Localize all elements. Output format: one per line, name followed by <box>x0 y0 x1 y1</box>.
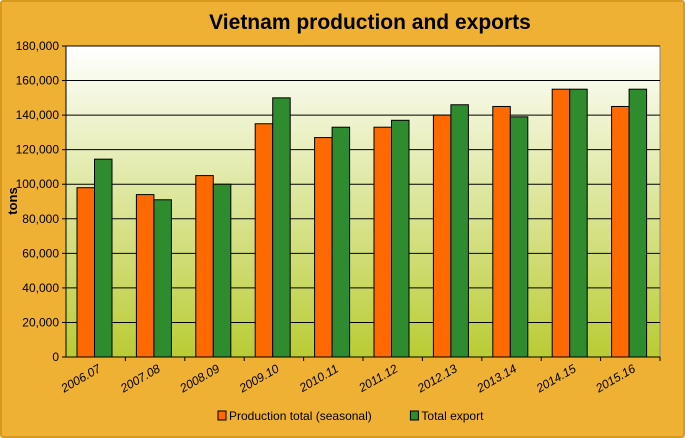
y-tick-label: 60,000 <box>22 246 59 260</box>
legend: Production total (seasonal) Total export <box>217 409 484 423</box>
x-tick-label: 2009.10 <box>236 361 282 395</box>
y-tick-label: 80,000 <box>22 212 59 226</box>
bar-export <box>391 119 410 358</box>
y-tick-label: 180,000 <box>16 39 60 53</box>
x-tick-label: 2006.07 <box>58 361 105 396</box>
legend-swatch <box>217 410 227 421</box>
bar-production <box>195 175 214 358</box>
y-tick-label: 40,000 <box>22 281 59 295</box>
bar-production <box>314 137 333 358</box>
x-tick-label: 2013.14 <box>474 361 520 395</box>
bar-production <box>492 105 511 358</box>
bar-export <box>272 97 291 358</box>
legend-swatch <box>409 410 419 421</box>
bar-export <box>569 88 588 358</box>
x-tick-label: 2015.16 <box>592 361 638 395</box>
bar-production <box>611 105 630 358</box>
bar-export <box>212 183 232 358</box>
x-tick-label: 2011.12 <box>356 361 401 395</box>
x-tick-label: 2007.08 <box>117 361 163 395</box>
legend-label: Production total (seasonal) <box>229 409 372 423</box>
bar-production <box>76 187 95 358</box>
legend-label: Total export <box>421 409 484 423</box>
bar-export <box>628 88 648 358</box>
bar-export <box>509 116 529 358</box>
y-tick-label: 100,000 <box>16 177 60 191</box>
chart-title: Vietnam production and exports <box>209 11 531 34</box>
y-axis-label: tons <box>5 187 20 214</box>
y-tick-label: 120,000 <box>16 143 60 157</box>
bar-production <box>135 194 155 358</box>
y-tick-label: 0 <box>52 350 59 364</box>
bar-production <box>551 88 571 358</box>
bar-export <box>94 158 113 358</box>
bar-production <box>432 114 452 358</box>
bar-production <box>373 126 392 358</box>
x-tick-label: 2012.13 <box>414 361 460 395</box>
x-tick-label: 2014.15 <box>533 361 579 395</box>
bars <box>76 88 648 358</box>
bar-export <box>450 104 469 358</box>
y-tick-label: 140,000 <box>16 108 60 122</box>
bar-production <box>254 123 274 358</box>
bar-export <box>153 199 172 358</box>
x-axis-ticks: 2006.07 2007.08 2008.09 2009.10 2010.11 2011.… <box>58 357 661 396</box>
x-tick-label: 2010.11 <box>296 361 341 395</box>
y-tick-label: 160,000 <box>16 74 60 88</box>
bar-export <box>331 126 351 358</box>
y-tick-label: 20,000 <box>22 315 59 329</box>
x-tick-label: 2008.09 <box>177 361 223 395</box>
